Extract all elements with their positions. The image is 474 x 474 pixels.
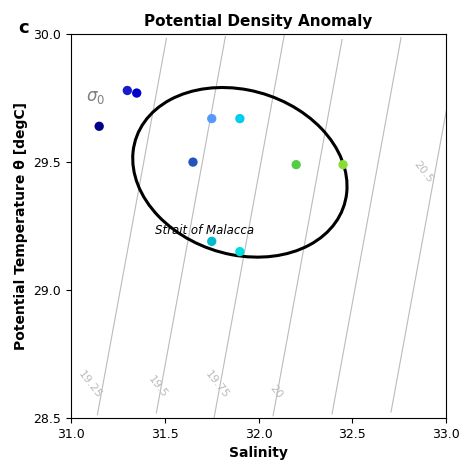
Y-axis label: Potential Temperature θ [degC]: Potential Temperature θ [degC] — [14, 102, 28, 350]
Text: 20: 20 — [267, 383, 284, 400]
X-axis label: Salinity: Salinity — [229, 446, 288, 460]
Point — [208, 115, 216, 122]
Point — [236, 115, 244, 122]
Text: $\sigma_0$: $\sigma_0$ — [86, 88, 105, 106]
Text: 19.25: 19.25 — [76, 369, 104, 400]
Text: c: c — [18, 19, 29, 37]
Point — [236, 248, 244, 255]
Text: 19.5: 19.5 — [147, 374, 170, 400]
Text: 20.5: 20.5 — [412, 159, 435, 185]
Point — [339, 161, 347, 168]
Point — [95, 122, 103, 130]
Point — [208, 237, 216, 245]
Point — [189, 158, 197, 166]
Title: Potential Density Anomaly: Potential Density Anomaly — [145, 14, 373, 29]
Point — [292, 161, 300, 168]
Text: 19.75: 19.75 — [203, 369, 231, 400]
Text: Strait of Malacca: Strait of Malacca — [155, 224, 255, 237]
Point — [133, 89, 140, 97]
Point — [124, 87, 131, 94]
